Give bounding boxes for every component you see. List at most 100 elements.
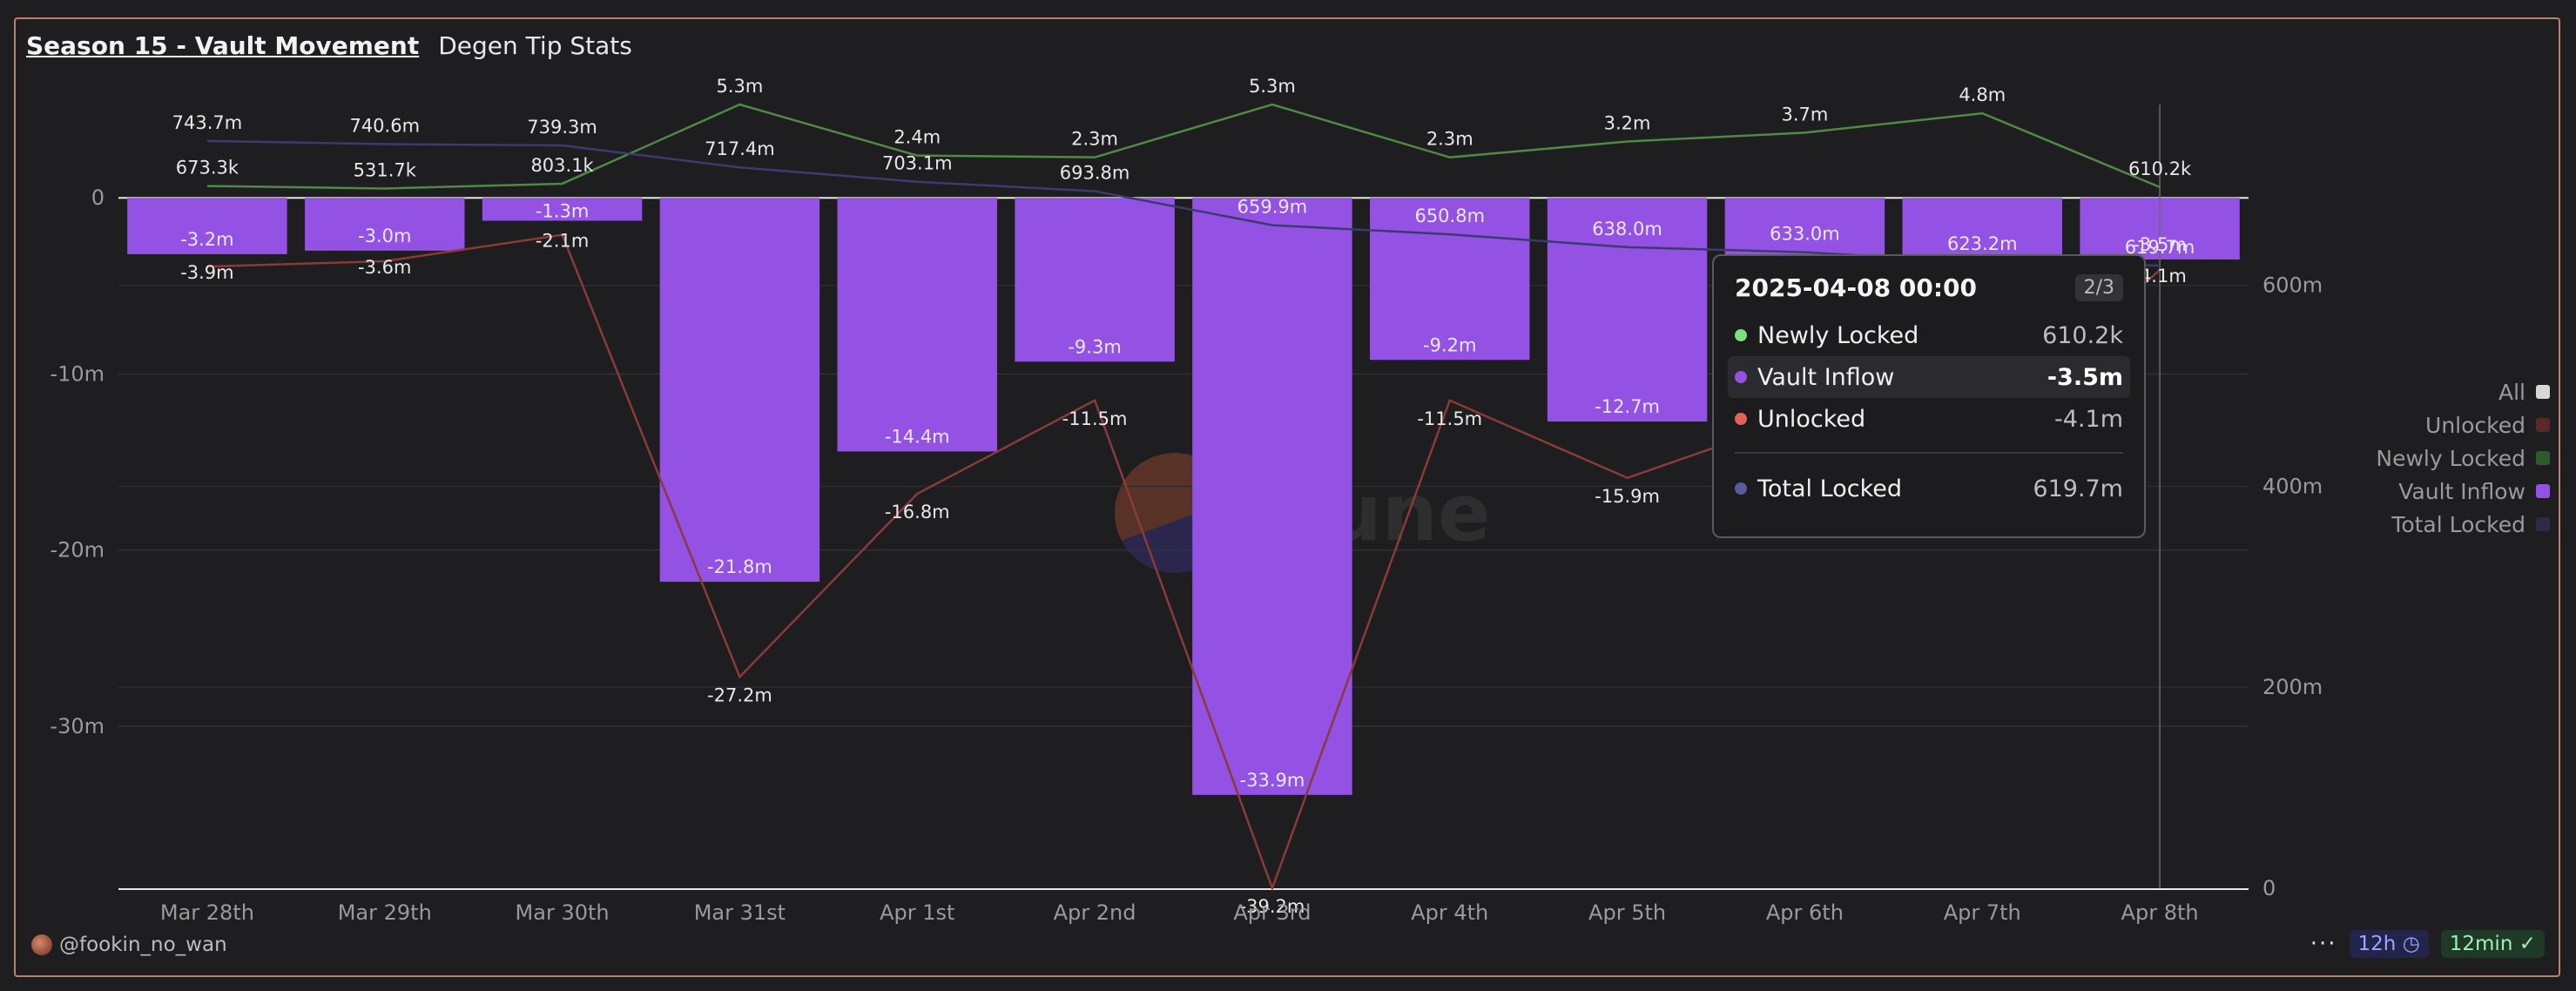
chart-header: Season 15 - Vault Movement Degen Tip Sta…	[26, 31, 632, 60]
legend-label: All	[2498, 379, 2525, 405]
y-right-tick-label: 400m	[2262, 474, 2323, 498]
chart-title-link[interactable]: Season 15 - Vault Movement	[26, 31, 420, 60]
tooltip-row-unlocked: Unlocked -4.1m	[1728, 398, 2130, 440]
vault-inflow-bar	[1192, 198, 1352, 795]
newly-locked-dot-icon	[1735, 329, 1747, 341]
tooltip-page-indicator: 2/3	[2074, 274, 2123, 301]
y-left-tick-label: -30m	[50, 714, 105, 738]
age-label: 12min	[2449, 933, 2513, 955]
series-data-label: 803.1k	[530, 155, 594, 176]
author-handle: @fookin_no_wan	[59, 934, 227, 956]
series-data-label: 610.2k	[2128, 158, 2192, 179]
chart-legend: All Unlocked Newly Locked Vault Inflow T…	[2376, 379, 2550, 537]
vault-inflow-dot-icon	[1735, 371, 1747, 383]
x-tick-label: Mar 29th	[338, 900, 432, 925]
series-data-label: 633.0m	[1770, 224, 1840, 245]
x-tick-label: Apr 4th	[1411, 900, 1488, 925]
series-data-label: 2.3m	[1071, 129, 1118, 150]
tooltip-row-newly-locked: Newly Locked 610.2k	[1728, 314, 2130, 356]
tooltip-row-value: -4.1m	[2054, 405, 2123, 433]
tooltip-divider	[1735, 452, 2123, 454]
y-left-tick-label: 0	[91, 185, 105, 210]
vault-inflow-data-label: -3.2m	[180, 229, 233, 250]
vault-inflow-bar	[482, 198, 643, 221]
tooltip-row-value: 610.2k	[2042, 321, 2123, 349]
series-data-label: 739.3m	[527, 117, 597, 138]
x-tick-label: Apr 8th	[2121, 900, 2199, 925]
author-credit[interactable]: @fookin_no_wan	[31, 934, 227, 956]
tooltip-row-name: Vault Inflow	[1757, 363, 1895, 391]
series-data-label: 2.3m	[1426, 129, 1473, 150]
tooltip-row-name: Newly Locked	[1757, 321, 1919, 349]
check-circle-icon: ✓	[2519, 933, 2536, 955]
x-tick-label: Apr 6th	[1766, 900, 1844, 925]
series-data-label: 703.1m	[882, 153, 953, 174]
tooltip-row-total-locked: Total Locked 619.7m	[1728, 468, 2130, 509]
tooltip-row-name: Total Locked	[1757, 475, 1902, 502]
chart-frame	[14, 17, 2560, 977]
x-tick-label: Mar 31st	[694, 900, 786, 925]
series-data-label: 638.0m	[1592, 219, 1662, 239]
vault-inflow-data-label: -3.0m	[358, 226, 411, 246]
legend-swatch-icon	[2536, 484, 2550, 498]
x-tick-label: Apr 5th	[1588, 900, 1666, 925]
series-data-label: -27.2m	[707, 684, 772, 705]
series-data-label: 2.4m	[894, 127, 941, 148]
series-data-label: 5.3m	[716, 76, 763, 97]
series-data-label: 531.7k	[354, 159, 417, 180]
refresh-interval-badge[interactable]: 12h ◷	[2349, 930, 2429, 958]
tooltip-row-value: -3.5m	[2047, 363, 2123, 391]
vault-inflow-bar	[659, 198, 820, 583]
legend-label: Unlocked	[2425, 412, 2525, 438]
series-data-label: -3.9m	[180, 262, 233, 283]
tooltip-row-name: Unlocked	[1757, 405, 1866, 433]
vault-inflow-bar	[305, 198, 465, 251]
series-line-total-locked	[206, 139, 2161, 267]
series-data-label: 3.2m	[1604, 112, 1651, 133]
vault-inflow-bar	[1547, 198, 1708, 422]
vault-inflow-bar	[1370, 198, 1530, 361]
series-data-label: 650.8m	[1414, 206, 1485, 226]
series-data-label: 743.7m	[172, 112, 243, 133]
series-data-label: 740.6m	[349, 115, 420, 136]
series-data-label: -3.6m	[358, 257, 411, 278]
tooltip-row-vault-inflow: Vault Inflow -3.5m	[1728, 356, 2130, 398]
legend-item-vault-inflow[interactable]: Vault Inflow	[2398, 479, 2550, 504]
vault-inflow-data-label: -21.8m	[707, 556, 772, 577]
last-run-badge[interactable]: 12min ✓	[2440, 930, 2545, 958]
more-options-icon[interactable]: ···	[2310, 931, 2337, 957]
series-data-label: 5.3m	[1249, 76, 1296, 97]
legend-item-total-locked[interactable]: Total Locked	[2391, 512, 2550, 537]
series-data-label: 3.7m	[1781, 104, 1828, 125]
total-locked-dot-icon	[1735, 482, 1747, 495]
footer-controls: ··· 12h ◷ 12min ✓	[2310, 930, 2545, 958]
y-left-tick-label: -10m	[50, 361, 105, 386]
x-tick-label: Mar 30th	[516, 900, 610, 925]
y-right-tick-label: 600m	[2262, 273, 2323, 298]
vault-inflow-data-label: -9.2m	[1423, 334, 1476, 355]
legend-swatch-icon	[2536, 385, 2550, 399]
y-right-tick-label: 0	[2262, 876, 2276, 900]
series-data-label: 623.2m	[1947, 233, 2018, 254]
unlocked-dot-icon	[1735, 413, 1747, 425]
series-data-label: -2.1m	[536, 231, 589, 252]
vault-inflow-data-label: -3.5m	[2133, 234, 2186, 255]
legend-item-unlocked[interactable]: Unlocked	[2425, 412, 2550, 438]
legend-item-all[interactable]: All	[2498, 379, 2550, 405]
legend-swatch-icon	[2536, 451, 2550, 465]
vault-inflow-data-label: -9.3m	[1068, 336, 1121, 357]
series-data-label: -11.5m	[1062, 408, 1128, 429]
vault-inflow-data-label: -1.3m	[536, 200, 589, 221]
x-tick-label: Mar 28th	[160, 900, 254, 925]
y-left-tick-label: -20m	[50, 538, 105, 563]
legend-swatch-icon	[2536, 418, 2550, 432]
vault-inflow-data-label: -14.4m	[885, 426, 950, 447]
avatar	[31, 934, 52, 955]
legend-label: Newly Locked	[2376, 445, 2525, 471]
hover-tooltip: 2025-04-08 00:00 2/3 Newly Locked 610.2k…	[1712, 254, 2146, 538]
legend-item-newly-locked[interactable]: Newly Locked	[2376, 445, 2550, 471]
vault-inflow-bar	[837, 198, 997, 452]
series-data-label: -16.8m	[885, 502, 950, 522]
vault-inflow-data-label: -12.7m	[1595, 396, 1660, 417]
